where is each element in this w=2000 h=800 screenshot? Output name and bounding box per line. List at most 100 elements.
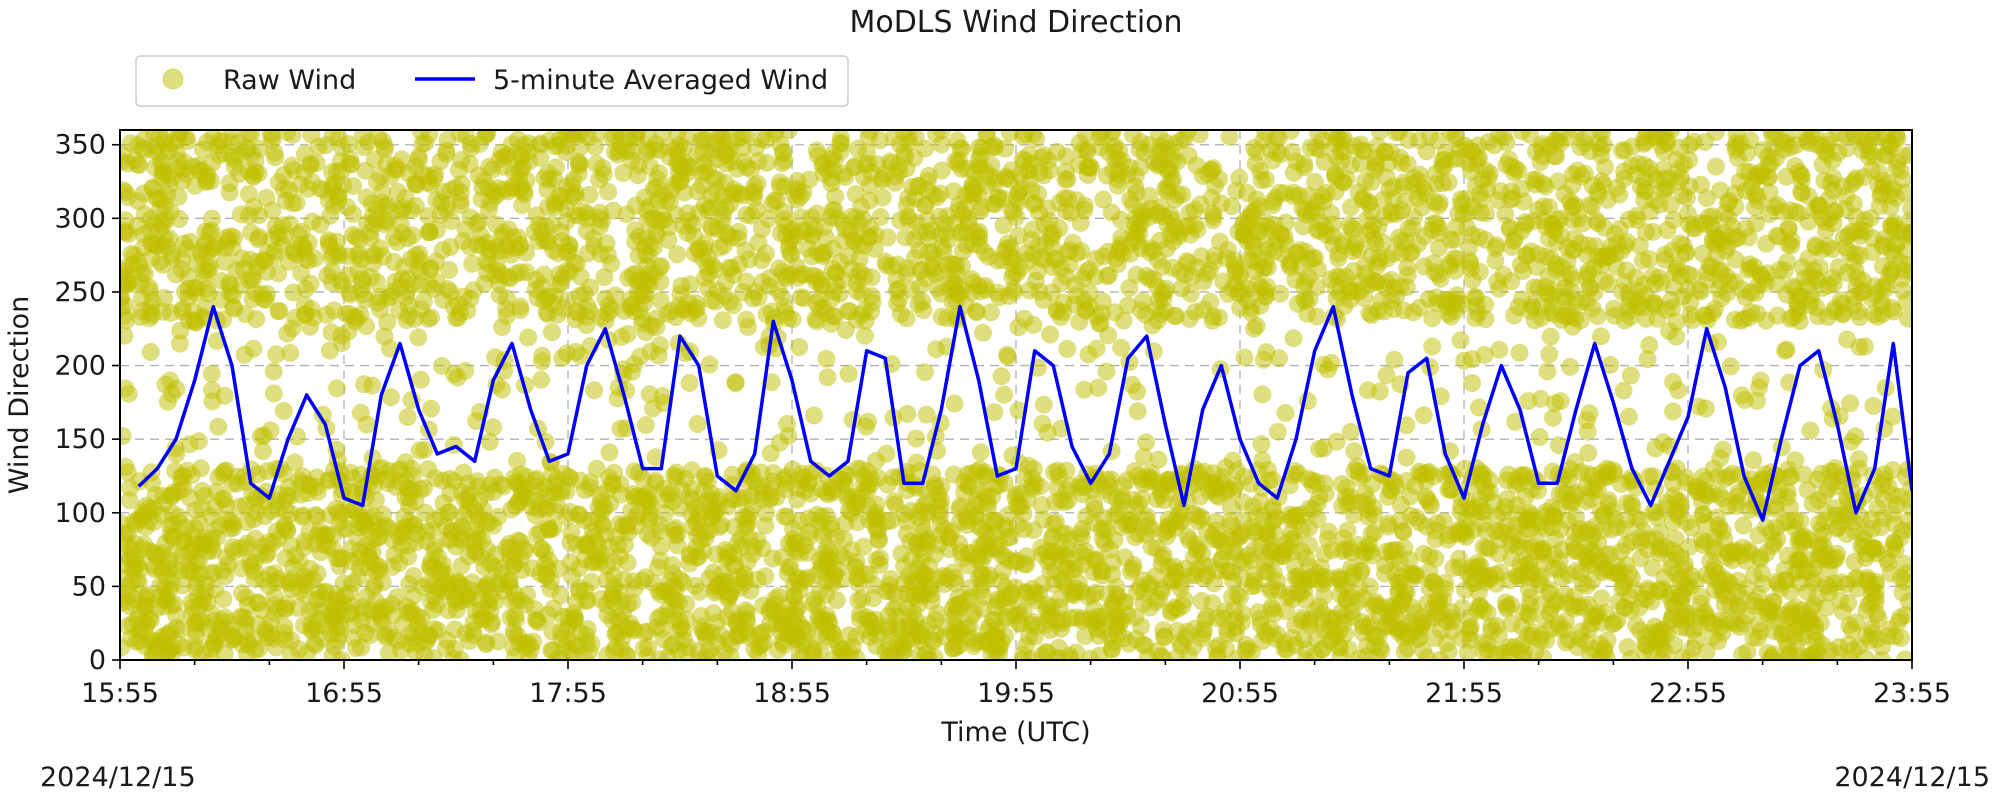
raw-wind-point: [228, 474, 246, 493]
raw-wind-point: [1486, 251, 1505, 270]
raw-wind-point: [341, 150, 360, 169]
raw-wind-point: [336, 304, 355, 323]
raw-wind-point: [1151, 647, 1170, 660]
raw-wind-point: [120, 593, 131, 612]
raw-wind-point: [1129, 466, 1147, 485]
raw-wind-point: [1721, 357, 1740, 376]
raw-wind-point: [1439, 642, 1458, 660]
raw-wind-point: [1506, 412, 1525, 431]
raw-wind-point: [1592, 589, 1611, 608]
raw-wind-point: [981, 303, 1000, 322]
raw-wind-point: [203, 209, 221, 228]
raw-wind-point: [1149, 130, 1168, 144]
raw-wind-point: [1669, 381, 1688, 400]
raw-wind-point: [427, 595, 446, 614]
raw-wind-point: [700, 355, 719, 374]
raw-wind-point: [1385, 350, 1404, 369]
legend-raw-label: Raw Wind: [223, 65, 356, 96]
raw-wind-point: [857, 417, 876, 436]
raw-wind-point: [187, 627, 206, 646]
raw-wind-point: [761, 444, 780, 463]
raw-wind-point: [726, 374, 745, 393]
raw-wind-point: [817, 229, 835, 247]
raw-wind-point: [317, 305, 336, 324]
raw-wind-point: [1664, 402, 1682, 421]
raw-wind-point: [410, 244, 429, 263]
raw-wind-point: [373, 182, 392, 201]
raw-wind-point: [1099, 326, 1118, 345]
raw-wind-point: [752, 251, 771, 270]
raw-wind-point: [480, 432, 499, 451]
raw-wind-point: [381, 388, 400, 407]
legend-avg-label: 5-minute Averaged Wind: [493, 65, 828, 96]
raw-wind-point: [275, 617, 294, 636]
raw-wind-point: [214, 590, 233, 608]
raw-wind-point: [950, 513, 969, 532]
raw-wind-point: [328, 379, 346, 398]
raw-wind-point: [128, 155, 147, 174]
raw-wind-point: [1423, 337, 1442, 356]
raw-wind-point: [1057, 461, 1076, 480]
raw-wind-point: [1075, 380, 1094, 399]
raw-wind-point: [1254, 350, 1273, 369]
raw-wind-point: [1230, 168, 1249, 187]
raw-wind-point: [240, 271, 259, 290]
raw-wind-point: [899, 133, 918, 152]
raw-wind-point: [1235, 348, 1254, 367]
raw-wind-point: [799, 509, 818, 528]
raw-wind-point: [1370, 130, 1389, 141]
raw-wind-point: [1732, 386, 1751, 405]
raw-wind-point: [826, 187, 845, 206]
raw-wind-point: [855, 326, 874, 345]
raw-wind-point: [478, 130, 497, 142]
raw-wind-point: [1850, 308, 1869, 327]
raw-wind-point: [1870, 197, 1889, 216]
raw-wind-point: [1691, 594, 1710, 613]
raw-wind-point: [1566, 309, 1585, 327]
raw-wind-point: [1801, 421, 1820, 440]
raw-wind-point: [1400, 487, 1419, 506]
raw-wind-point: [1094, 190, 1113, 209]
raw-wind-point: [475, 274, 494, 293]
raw-wind-point: [1370, 252, 1389, 271]
raw-wind-point: [120, 491, 139, 510]
raw-wind-point: [1612, 141, 1631, 160]
raw-wind-point: [896, 228, 915, 247]
legend-box: [135, 55, 849, 107]
raw-wind-point: [448, 368, 467, 387]
raw-wind-point: [339, 135, 358, 154]
raw-wind-point: [120, 326, 134, 345]
raw-wind-point: [679, 638, 697, 657]
raw-wind-point: [254, 442, 272, 461]
raw-wind-point: [1544, 408, 1562, 427]
raw-wind-point: [1460, 252, 1479, 271]
raw-wind-point: [916, 139, 935, 158]
raw-wind-point: [1561, 357, 1579, 376]
raw-wind-point: [1128, 402, 1147, 421]
raw-wind-point: [1414, 406, 1433, 425]
raw-wind-point: [260, 565, 279, 584]
raw-wind-point: [994, 216, 1013, 235]
raw-wind-point: [668, 245, 687, 264]
raw-wind-point: [610, 514, 629, 533]
raw-wind-point: [1379, 517, 1398, 536]
raw-wind-point: [1598, 190, 1617, 209]
raw-wind-point: [867, 636, 886, 655]
raw-wind-point: [470, 212, 489, 231]
raw-wind-point: [1848, 269, 1867, 288]
raw-wind-point: [235, 345, 254, 364]
raw-wind-point: [805, 406, 823, 425]
raw-wind-point: [1058, 339, 1077, 358]
raw-wind-point: [250, 228, 269, 247]
raw-wind-point: [627, 130, 646, 145]
raw-wind-point: [1829, 518, 1847, 537]
raw-wind-point: [610, 130, 629, 141]
raw-wind-point: [460, 154, 479, 173]
raw-wind-point: [587, 459, 606, 478]
raw-wind-point: [1478, 640, 1497, 659]
raw-wind-point: [1604, 299, 1623, 318]
raw-wind-point: [433, 356, 451, 375]
raw-wind-point: [650, 141, 669, 159]
raw-wind-point: [1510, 343, 1529, 362]
